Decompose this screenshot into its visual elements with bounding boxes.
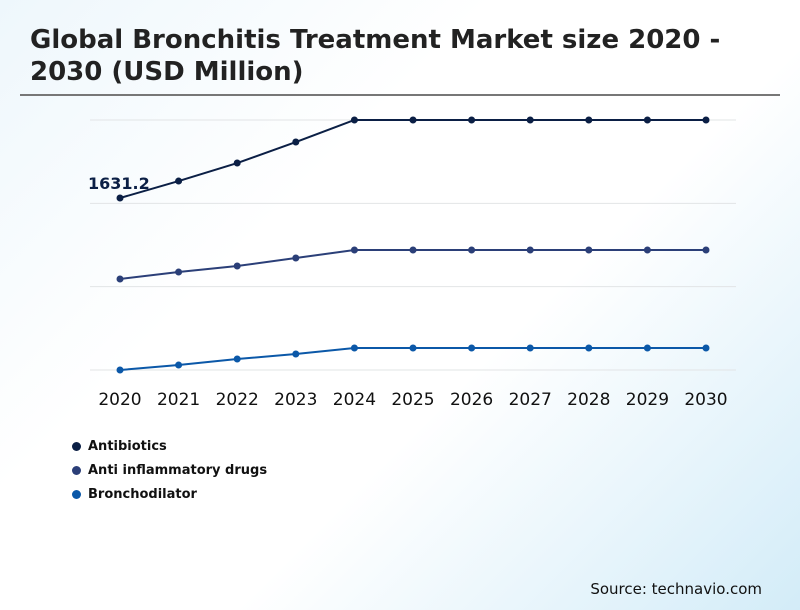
data-point [116,194,124,202]
data-point [526,116,534,124]
x-tick-label: 2027 [509,390,552,410]
data-point [350,116,358,124]
data-point [409,246,417,254]
series-line-0 [119,119,706,199]
data-point [643,246,651,254]
x-tick-label: 2029 [626,390,669,410]
data-point [350,246,358,254]
data-point [526,344,534,352]
data-point [175,268,183,276]
legend-item: Bronchodilator [72,482,267,506]
data-point [292,138,300,146]
data-point [468,344,476,352]
data-point [643,116,651,124]
legend: Antibiotics Anti inflammatory drugs Bronch… [72,434,267,506]
data-point [468,246,476,254]
data-point [643,344,651,352]
data-point [585,116,593,124]
data-point [233,159,241,167]
series-line-1 [119,249,706,280]
legend-marker-icon [72,465,81,475]
x-tick-label: 2023 [274,390,317,410]
source-label: Source: technavio.com [590,580,762,598]
x-tick-label: 2025 [391,390,434,410]
data-point [292,254,300,262]
data-point [292,350,300,358]
legend-label: Bronchodilator [88,486,197,502]
x-tick-label: 2030 [684,390,727,410]
x-tick-label: 2024 [333,390,376,410]
chart-title: Global Bronchitis Treatment Market size … [30,25,721,87]
data-point [350,344,358,352]
legend-marker-icon [72,441,81,451]
data-point [585,344,593,352]
data-point [233,262,241,270]
data-point [702,344,710,352]
data-point [409,344,417,352]
x-tick-label: 2028 [567,390,610,410]
legend-item: Antibiotics [72,434,267,458]
x-tick-label: 2020 [98,390,141,410]
x-tick-label: 2026 [450,390,493,410]
data-point [116,275,124,283]
legend-label: Anti inflammatory drugs [88,462,268,478]
data-point [116,366,124,374]
legend-item: Anti inflammatory drugs [72,458,267,482]
x-tick-label: 2022 [216,390,259,410]
data-point [409,116,417,124]
data-label: 1631.2 [88,174,150,193]
data-point [175,177,183,185]
data-point [468,116,476,124]
x-tick-label: 2021 [157,390,200,410]
title-divider [20,94,780,96]
data-point [702,246,710,254]
legend-marker-icon [72,489,81,499]
data-point [526,246,534,254]
data-point [585,246,593,254]
legend-label: Antibiotics [88,438,167,454]
data-point [702,116,710,124]
data-point [233,355,241,363]
data-point [175,361,183,369]
